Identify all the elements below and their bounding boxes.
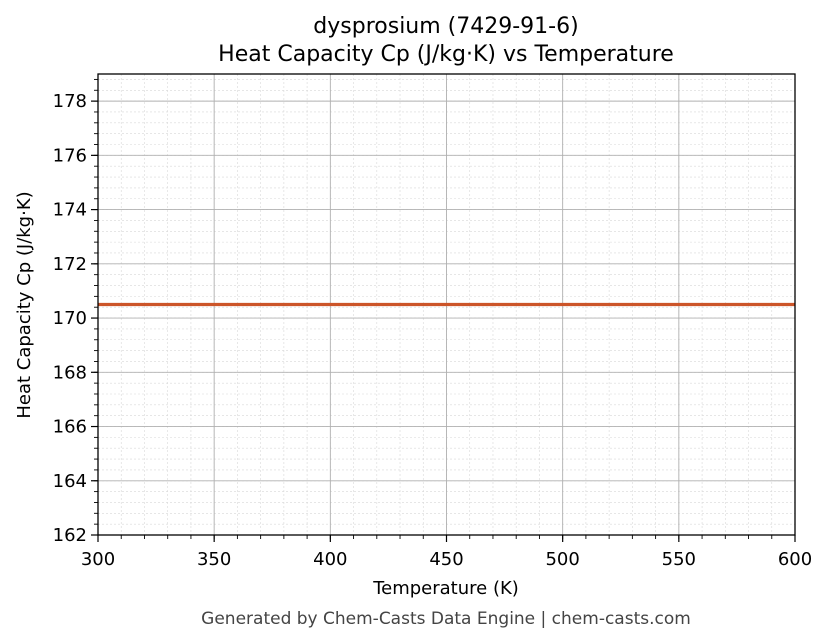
y-axis-label: Heat Capacity Cp (J/kg·K) bbox=[14, 191, 35, 418]
x-tick-label: 450 bbox=[429, 549, 463, 570]
chart-title: dysprosium (7429-91-6) bbox=[313, 14, 578, 39]
y-tick-label: 172 bbox=[53, 254, 87, 275]
x-tick-label: 400 bbox=[313, 549, 347, 570]
y-tick-labels: 162 164 166 168 170 172 174 176 178 bbox=[53, 91, 87, 546]
x-tick-labels: 300 350 400 450 500 550 600 bbox=[81, 549, 812, 570]
y-tick-label: 170 bbox=[53, 308, 87, 329]
y-tick-label: 166 bbox=[53, 417, 87, 438]
y-tick-label: 176 bbox=[53, 145, 87, 166]
x-tick-label: 350 bbox=[197, 549, 231, 570]
y-tick-label: 174 bbox=[53, 200, 87, 221]
y-tick-label: 164 bbox=[53, 471, 87, 492]
x-tick-label: 550 bbox=[662, 549, 696, 570]
footer-credit: Generated by Chem-Casts Data Engine | ch… bbox=[201, 609, 691, 629]
x-tick-label: 600 bbox=[778, 549, 812, 570]
x-tick-label: 500 bbox=[545, 549, 579, 570]
y-tick-label: 178 bbox=[53, 91, 87, 112]
x-axis-label: Temperature (K) bbox=[372, 578, 519, 599]
chart-subtitle: Heat Capacity Cp (J/kg·K) vs Temperature bbox=[218, 42, 674, 67]
y-tick-label: 162 bbox=[53, 525, 87, 546]
x-tick-label: 300 bbox=[81, 549, 115, 570]
tick-marks bbox=[91, 78, 796, 542]
y-tick-label: 168 bbox=[53, 362, 87, 383]
